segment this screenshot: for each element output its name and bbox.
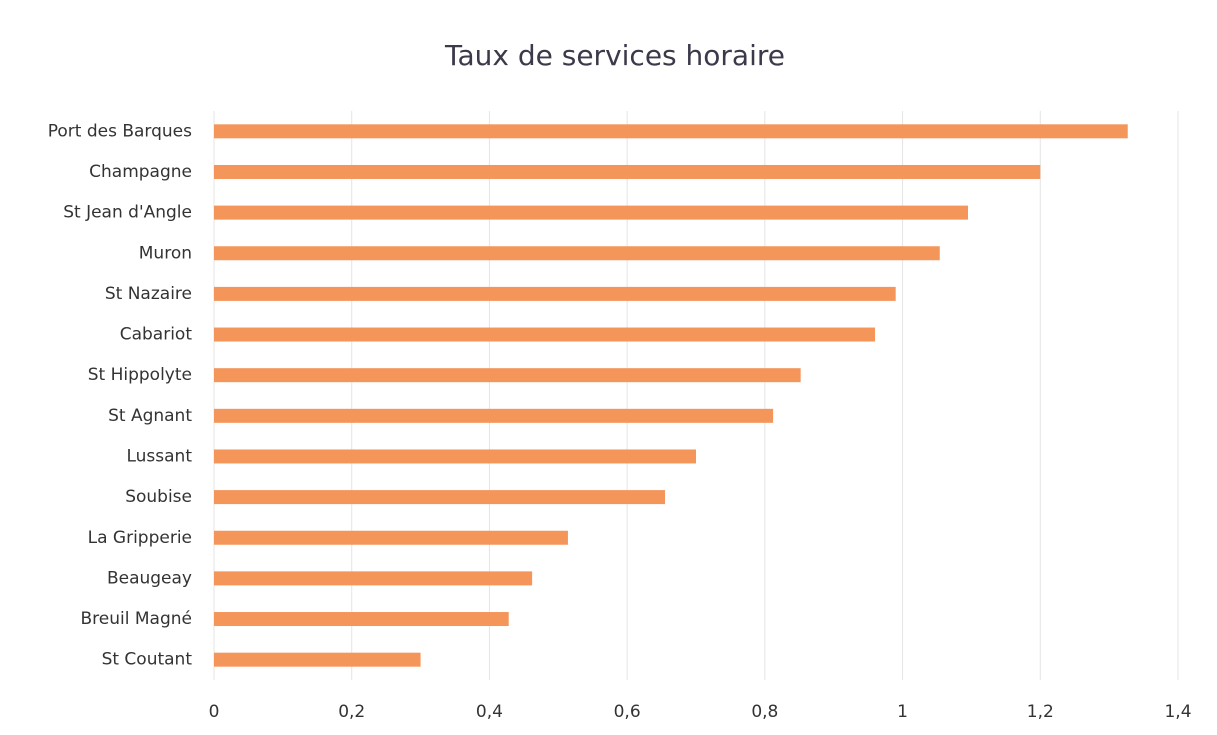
bar: [214, 449, 696, 464]
y-tick-label: Lussant: [126, 446, 192, 466]
y-tick-label: St Jean d'Angle: [63, 203, 192, 223]
y-tick-label: St Agnant: [108, 406, 192, 426]
bar: [214, 530, 568, 545]
y-tick-label: St Nazaire: [105, 284, 192, 304]
bar: [214, 124, 1128, 139]
bar: [214, 205, 968, 220]
bar: [214, 571, 533, 586]
bar: [214, 246, 940, 261]
x-tick-label: 0: [209, 702, 220, 722]
x-tick-label: 0,8: [751, 702, 778, 722]
bar: [214, 490, 666, 505]
bar: [214, 368, 801, 383]
x-tick-label: 0,6: [614, 702, 641, 722]
x-tick-label: 1,2: [1027, 702, 1054, 722]
y-tick-label: Cabariot: [120, 325, 193, 345]
bar: [214, 164, 1041, 179]
y-tick-label: Muron: [139, 243, 192, 263]
y-tick-label: Breuil Magné: [81, 609, 192, 629]
y-tick-label: St Coutant: [102, 650, 193, 670]
y-tick-label: Soubise: [125, 487, 192, 507]
bar: [214, 652, 421, 667]
bar: [214, 408, 774, 423]
bar: [214, 612, 509, 627]
x-tick-label: 0,2: [338, 702, 365, 722]
y-tick-label: Champagne: [89, 162, 192, 182]
bar: [214, 286, 896, 301]
y-tick-label: Port des Barques: [48, 121, 192, 141]
y-tick-label: La Gripperie: [88, 528, 192, 548]
x-tick-label: 1: [897, 702, 908, 722]
chart-title: Taux de services horaire: [444, 39, 785, 72]
x-tick-label: 0,4: [476, 702, 503, 722]
y-tick-label: Beaugeay: [107, 568, 192, 588]
x-tick-label: 1,4: [1164, 702, 1191, 722]
bar: [214, 327, 876, 342]
y-tick-label: St Hippolyte: [88, 365, 192, 385]
